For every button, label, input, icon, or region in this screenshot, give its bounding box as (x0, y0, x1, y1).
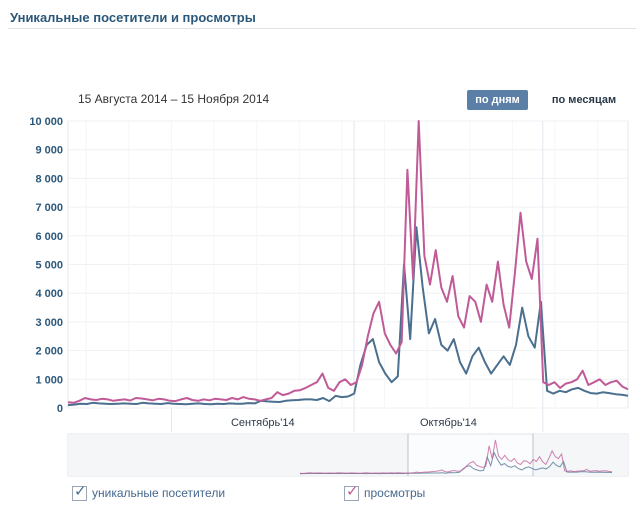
section-header: Уникальные посетители и просмотры (8, 6, 636, 29)
visitors-checkbox[interactable] (72, 486, 87, 501)
y-tick-label: 8 000 (35, 173, 63, 185)
series-line-0 (67, 226, 629, 407)
legend-visitors-label: уникальные посетители (92, 486, 226, 500)
y-tick-label: 6 000 (35, 231, 63, 243)
legend-views-label: просмотры (364, 486, 426, 500)
section-title: Уникальные посетители и просмотры (10, 10, 256, 25)
y-tick-label: 7 000 (35, 202, 63, 214)
x-tick-label: Сентябрь'14 (231, 417, 295, 429)
by-months-button[interactable]: по месяцам (551, 94, 617, 106)
navigator-series-1 (299, 439, 613, 474)
y-tick-label: 5 000 (35, 260, 63, 272)
date-range-label: 15 Августа 2014 – 15 Ноября 2014 (78, 92, 270, 106)
y-tick-label: 4 000 (35, 288, 63, 300)
navigator-dim (533, 434, 628, 476)
y-tick-label: 0 (57, 403, 63, 415)
legend-views[interactable]: ✓ просмотры (344, 483, 454, 502)
series-line-1 (67, 120, 629, 404)
by-days-button[interactable]: по дням (467, 90, 528, 110)
y-tick-label: 9 000 (35, 145, 63, 157)
y-tick-label: 10 000 (29, 116, 63, 128)
legend-visitors[interactable]: ✓ уникальные посетители (72, 483, 232, 502)
check-icon: ✓ (74, 483, 87, 500)
x-tick-label: Октябрь'14 (420, 417, 477, 429)
check-icon: ✓ (346, 483, 359, 500)
y-tick-label: 3 000 (35, 317, 63, 329)
y-tick-label: 2 000 (35, 346, 63, 358)
y-tick-label: 1 000 (35, 374, 63, 386)
navigator-series-0 (299, 451, 613, 475)
navigator-dim (68, 434, 408, 476)
views-checkbox[interactable] (344, 486, 359, 501)
